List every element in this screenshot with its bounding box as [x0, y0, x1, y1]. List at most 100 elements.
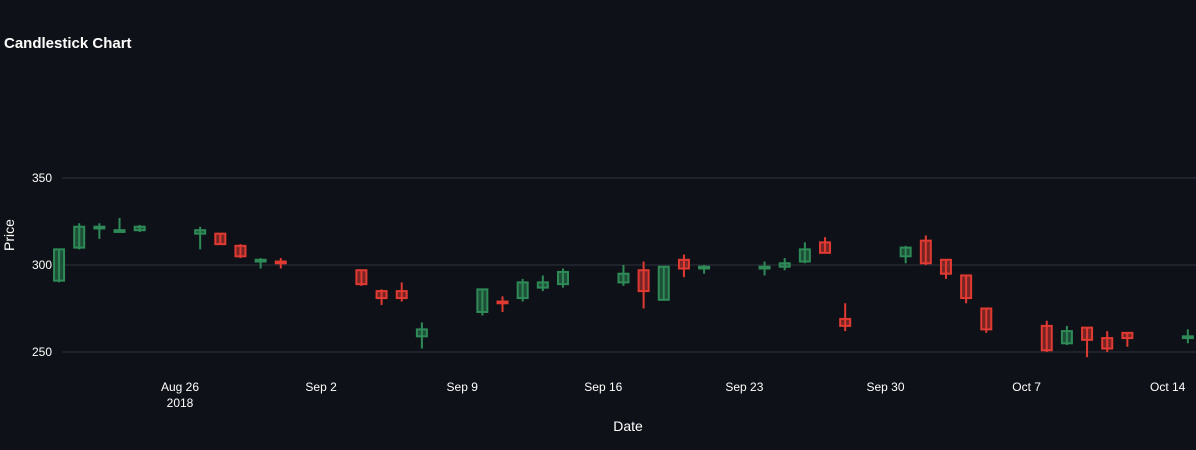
candle-body [1060, 330, 1073, 345]
candle-body [698, 265, 711, 270]
candle-body [73, 225, 86, 249]
candle-body [758, 265, 771, 270]
y-tick-label: 350 [32, 171, 52, 185]
candle-2018-09-27 [819, 237, 832, 254]
candle-2018-08-20 [53, 248, 66, 283]
x-tick-label: Oct 7 [1012, 380, 1041, 394]
candle-2018-09-19 [657, 265, 670, 301]
candle-body [1181, 335, 1194, 340]
candle-body [113, 229, 126, 233]
candle-2018-08-22 [93, 223, 106, 239]
candle-body [516, 281, 529, 300]
candle-2018-10-01 [899, 245, 912, 264]
candle-2018-09-11 [496, 296, 509, 312]
candle-body [415, 328, 428, 338]
x-axis-title: Date [613, 418, 643, 434]
candle-body [1101, 337, 1114, 350]
candle-2018-09-17 [617, 265, 630, 286]
candle-2018-09-26 [798, 242, 811, 264]
candle-2018-10-05 [980, 307, 993, 333]
candle-2018-09-18 [637, 261, 650, 309]
candle-body [1040, 324, 1053, 352]
candle-2018-09-05 [375, 289, 388, 306]
candle-body [939, 258, 952, 275]
candle-2018-10-04 [960, 274, 973, 304]
y-tick-label: 250 [32, 345, 52, 359]
candle-2018-08-24 [133, 224, 146, 232]
candle-body [536, 281, 549, 289]
candle-2018-09-20 [677, 254, 690, 278]
candle-2018-10-03 [939, 258, 952, 279]
candle-body [778, 262, 791, 268]
x-tick-label: Oct 14 [1150, 380, 1186, 394]
candle-2018-10-15 [1181, 329, 1194, 344]
candle-body [960, 274, 973, 300]
candle-body [496, 300, 509, 305]
candle-body [375, 290, 388, 300]
candle-body [899, 246, 912, 258]
x-tick-label: Sep 16 [584, 380, 622, 394]
candle-body [677, 258, 690, 270]
candle-2018-10-10 [1081, 326, 1094, 358]
candle-2018-08-27 [194, 226, 207, 250]
candle-2018-08-23 [113, 218, 126, 233]
candle-body [395, 290, 408, 300]
x-tick-label: Sep 9 [447, 380, 479, 394]
grid-lines [62, 177, 1196, 353]
candle-body [53, 248, 66, 282]
candle-2018-10-11 [1101, 331, 1114, 352]
candle-2018-08-31 [274, 258, 287, 269]
candle-2018-09-12 [516, 278, 529, 302]
candle-body [355, 269, 368, 286]
candle-body [1081, 326, 1094, 341]
candle-body [617, 272, 630, 284]
candle-2018-09-25 [778, 258, 791, 271]
candle-body [980, 307, 993, 331]
candle-2018-09-24 [758, 261, 771, 276]
candle-2018-08-29 [234, 244, 247, 259]
candle-body [637, 269, 650, 293]
candle-body [798, 248, 811, 263]
candles [53, 218, 1194, 358]
axis-ticks: 250 300 350 Aug 26 2018 Sep 2 Sep 9 Sep 16 Sep 2… [32, 171, 1186, 410]
x-tick-label: Aug 26 [161, 380, 199, 394]
candle-body [93, 225, 106, 230]
chart-title: Candlestick Chart [4, 35, 132, 52]
x-tick-sublabel: 2018 [167, 396, 194, 410]
candle-2018-09-10 [476, 288, 489, 316]
candle-2018-08-28 [214, 232, 227, 246]
candle-body [919, 239, 932, 265]
candle-2018-10-02 [919, 235, 932, 265]
candle-2018-08-30 [254, 258, 267, 269]
candle-2018-10-09 [1060, 325, 1073, 346]
x-tick-label: Sep 23 [725, 380, 763, 394]
candle-body [234, 244, 247, 258]
candle-body [556, 270, 569, 286]
candle-body [839, 317, 852, 327]
candle-body [1121, 331, 1134, 340]
y-axis-title: Price [1, 219, 17, 251]
candle-body [819, 241, 832, 254]
x-tick-label: Sep 30 [866, 380, 904, 394]
candle-2018-10-08 [1040, 320, 1053, 352]
candle-2018-09-14 [556, 268, 569, 288]
x-tick-label: Sep 2 [305, 380, 337, 394]
candle-2018-09-07 [415, 322, 428, 349]
candle-2018-09-06 [395, 282, 408, 302]
candle-2018-09-28 [839, 303, 852, 332]
candle-body [274, 260, 287, 265]
candle-2018-09-13 [536, 275, 549, 292]
candle-body [476, 288, 489, 313]
candle-body [194, 229, 207, 235]
candle-body [214, 232, 227, 246]
candle-body [133, 225, 146, 232]
candle-2018-10-12 [1121, 331, 1134, 347]
y-tick-label: 300 [32, 258, 52, 272]
candle-2018-09-04 [355, 269, 368, 286]
candle-body [657, 265, 670, 301]
candle-2018-08-21 [73, 223, 86, 250]
candle-body [254, 258, 267, 263]
candle-2018-09-21 [698, 265, 711, 274]
